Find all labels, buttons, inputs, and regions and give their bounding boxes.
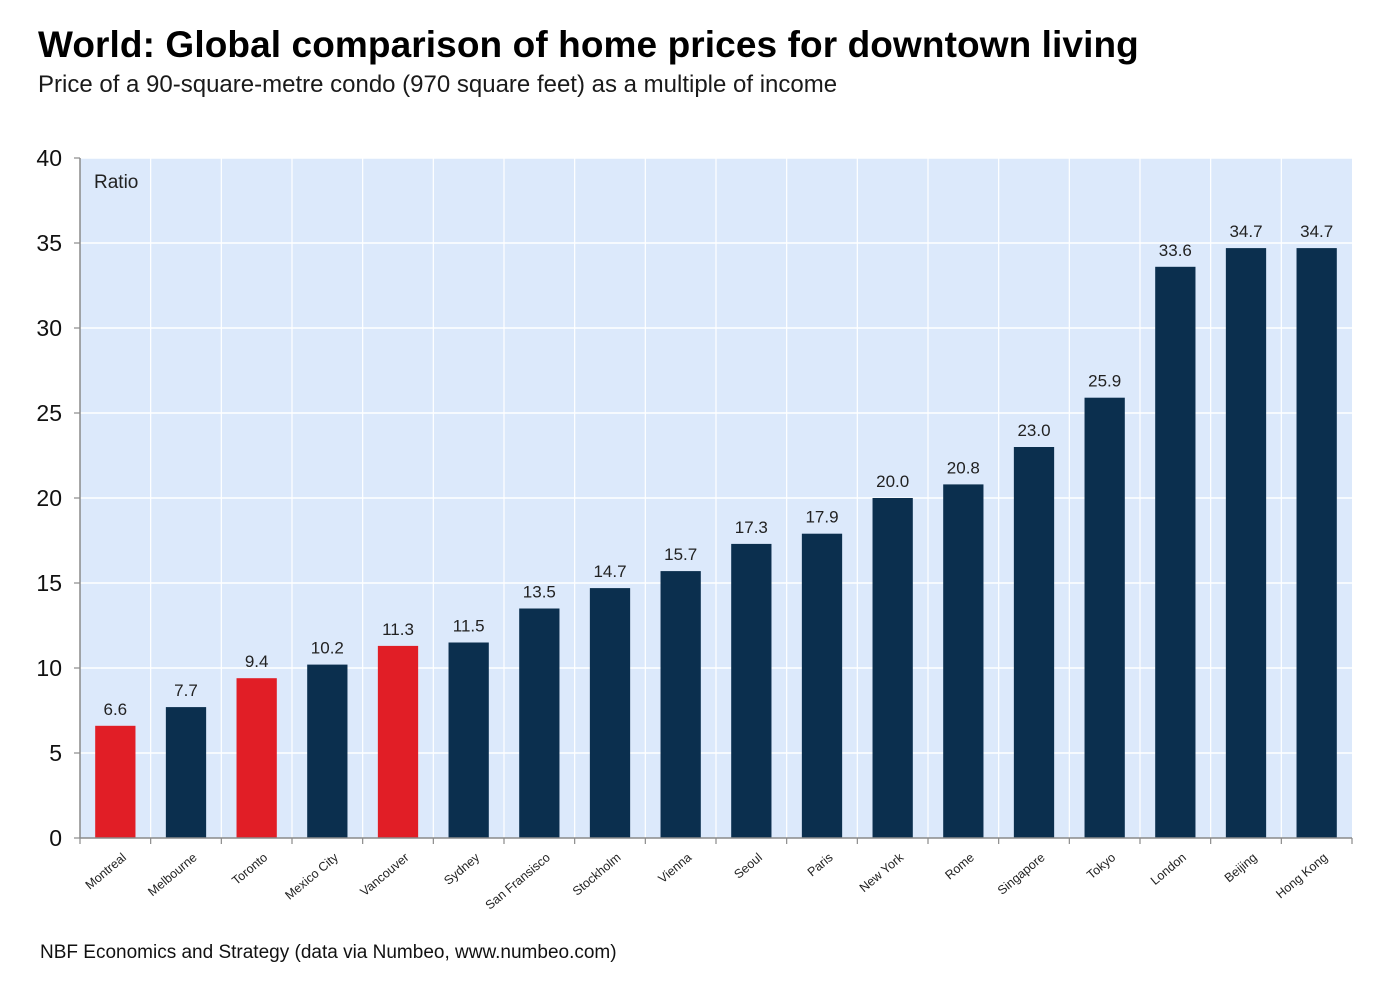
x-tick-label: Seoul	[731, 850, 765, 881]
bar-beijing	[1225, 248, 1267, 839]
data-label: 13.5	[523, 583, 556, 602]
x-tick-label: Stockholm	[570, 850, 624, 898]
data-label: 20.0	[876, 472, 909, 491]
data-label: 33.6	[1159, 241, 1192, 260]
bar-vancouver	[377, 645, 419, 838]
x-tick-label: Sydney	[441, 850, 483, 888]
gridlines	[80, 157, 1352, 838]
data-label: 7.7	[174, 681, 198, 700]
x-tick-labels: Montreal Melbourne Toronto Mexico City Vanco…	[83, 850, 1331, 913]
y-tick-label: 35	[36, 230, 62, 256]
bar-rome	[943, 484, 984, 838]
data-label: 11.3	[382, 620, 414, 639]
x-tick-label: Toronto	[229, 850, 270, 888]
bar-hong-kong	[1296, 248, 1337, 839]
y-tick-label: 5	[49, 740, 62, 766]
data-label: 34.7	[1229, 222, 1262, 241]
x-tick-label: Melbourne	[145, 850, 199, 899]
y-tick-label: 0	[49, 825, 62, 851]
data-label: 23.0	[1017, 421, 1050, 440]
data-label: 34.7	[1300, 222, 1333, 241]
bar-sydney	[448, 642, 489, 838]
y-tick-label: 25	[36, 400, 62, 426]
bars	[95, 248, 1337, 839]
bar-seoul	[731, 543, 772, 838]
chart-subtitle: Price of a 90-square-metre condo (970 sq…	[38, 71, 838, 98]
data-label: 14.7	[593, 562, 626, 581]
data-labels: 6.6 7.7 9.4 10.2 11.3 11.5 13.5 14.7 15.7 17.3 17.…	[104, 222, 1334, 719]
x-tick-label: Vancouver	[358, 850, 412, 899]
x-tick-label: Vienna	[656, 850, 695, 886]
y-tick-labels: 0 5 10 15 20 25 30 35 40	[36, 145, 62, 851]
x-tick-label: Mexico City	[282, 850, 341, 903]
bar-paris	[801, 533, 843, 838]
x-tick-label: New York	[857, 850, 907, 895]
bar-new-york	[872, 498, 913, 838]
data-label: 9.4	[245, 652, 269, 671]
chart-title: World: Global comparison of home prices …	[38, 24, 1139, 65]
data-label: 20.8	[947, 458, 980, 477]
bar-toronto	[236, 678, 277, 838]
bar-melbourne	[165, 707, 207, 838]
x-tick-label: Tokyo	[1084, 850, 1118, 882]
bar-tokyo	[1084, 397, 1125, 838]
bar-stockholm	[589, 588, 631, 838]
data-label: 10.2	[311, 639, 344, 658]
x-tick-label: Paris	[805, 850, 836, 879]
x-tick-label: Montreal	[83, 850, 129, 892]
y-tick-label: 15	[36, 570, 62, 596]
data-label: 25.9	[1088, 372, 1121, 391]
data-label: 15.7	[664, 545, 697, 564]
bar-mexico-city	[307, 664, 348, 838]
x-tick-label: San Fransisco	[483, 850, 553, 912]
bar-london	[1155, 266, 1196, 838]
data-label: 6.6	[104, 700, 128, 719]
y-axis-label: Ratio	[94, 172, 138, 193]
data-label: 17.3	[735, 518, 768, 537]
bar-vienna	[660, 571, 701, 838]
data-label: 11.5	[453, 617, 485, 636]
data-label: 17.9	[805, 508, 838, 527]
bar-singapore	[1013, 447, 1055, 838]
bar-montreal	[95, 725, 136, 838]
x-tick-label: London	[1148, 850, 1189, 888]
y-tick-label: 10	[36, 655, 62, 681]
x-tick-label: Beijing	[1222, 850, 1260, 885]
axes	[74, 157, 1353, 844]
source-note: NBF Economics and Strategy (data via Num…	[40, 942, 617, 963]
x-tick-label: Singapore	[995, 850, 1048, 897]
x-tick-label: Hong Kong	[1273, 850, 1330, 901]
bar-san-fransisco	[519, 608, 560, 838]
y-tick-label: 30	[36, 315, 62, 341]
y-tick-label: 40	[36, 145, 62, 171]
x-tick-label: Rome	[942, 850, 977, 882]
y-tick-label: 20	[36, 485, 62, 511]
